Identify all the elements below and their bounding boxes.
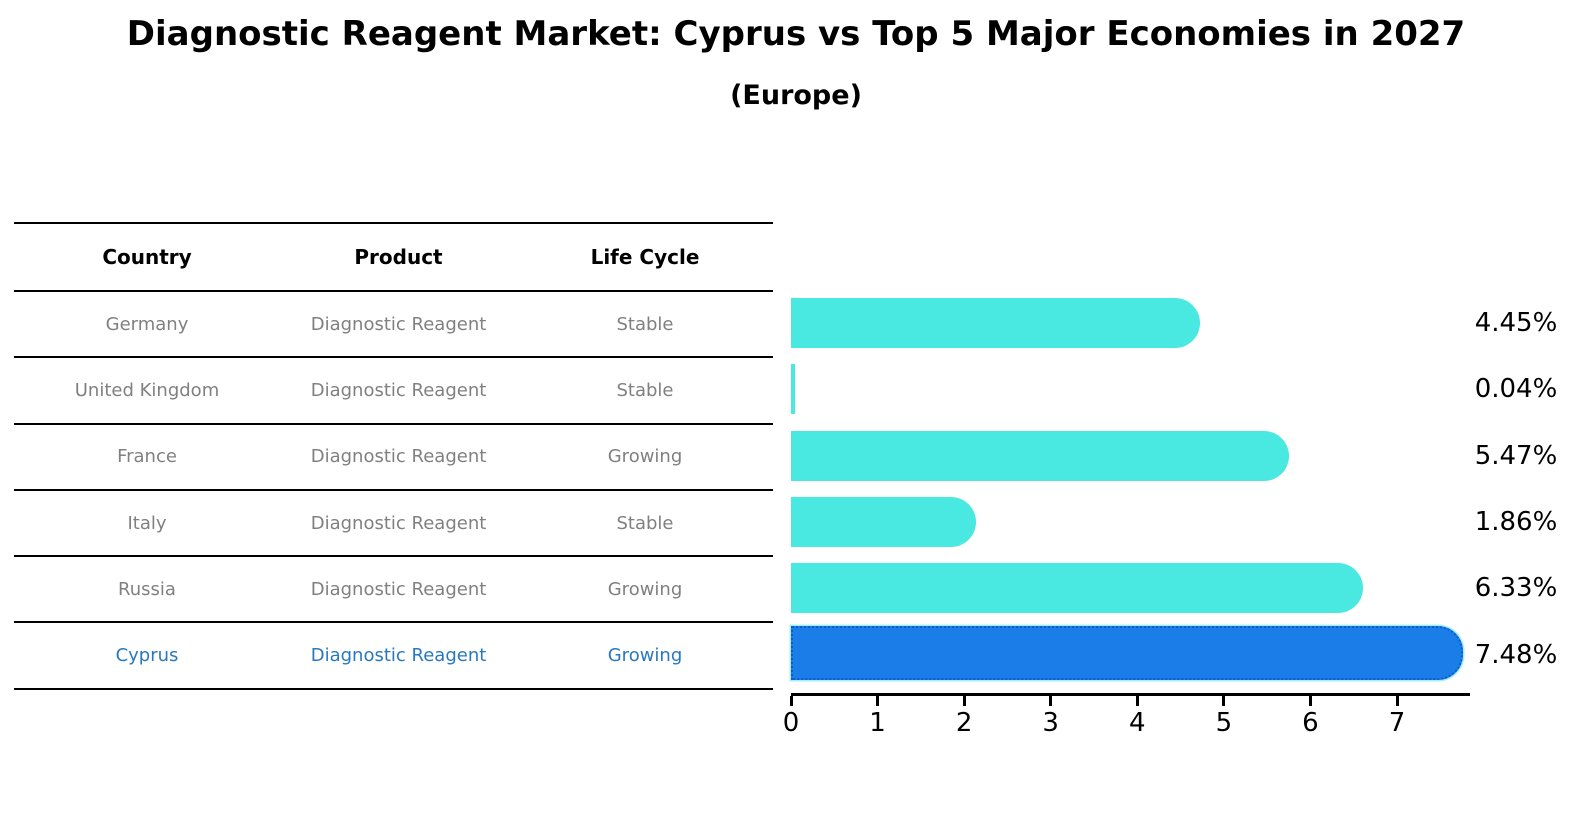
bar <box>791 430 1289 481</box>
cell-lifecycle: Stable <box>616 512 674 534</box>
bar-row <box>791 555 1468 621</box>
tick-label: 3 <box>1042 708 1059 738</box>
column-header-product: Product <box>354 245 443 269</box>
cell-product: Diagnostic Reagent <box>310 313 487 335</box>
table-row: Germany Diagnostic Reagent Stable <box>14 292 773 359</box>
tick <box>1222 696 1226 706</box>
bar-row <box>791 356 1468 422</box>
bar <box>791 496 977 547</box>
x-axis: 0 1 2 3 4 5 6 7 <box>783 696 1470 752</box>
cell-country: Russia <box>118 578 176 600</box>
value-label: 7.48% <box>1474 639 1558 670</box>
x-axis-line <box>791 693 1470 696</box>
bar <box>791 626 1463 681</box>
cell-lifecycle: Growing <box>607 645 683 667</box>
cell-product: Diagnostic Reagent <box>310 645 487 667</box>
table-header-row: Country Product Life Cycle <box>14 224 773 292</box>
cell-country: United Kingdom <box>74 379 220 401</box>
cell-country: Cyprus <box>115 645 179 667</box>
bar <box>791 298 1201 348</box>
value-labels-column: 4.45% 0.04% 5.47% 1.86% 6.33% 7.48% <box>1458 290 1574 688</box>
bar <box>791 364 795 415</box>
value-label: 4.45% <box>1474 308 1558 339</box>
table-row: Cyprus Diagnostic Reagent Growing <box>14 623 773 690</box>
plot-area <box>791 290 1468 694</box>
bar-row <box>791 489 1468 555</box>
cell-product: Diagnostic Reagent <box>310 446 487 468</box>
tick <box>1308 696 1312 706</box>
value-label: 1.86% <box>1474 507 1558 538</box>
value-label: 0.04% <box>1474 374 1558 405</box>
cell-country: Germany <box>105 313 189 335</box>
tick-label: 2 <box>955 708 973 738</box>
table-row: United Kingdom Diagnostic Reagent Stable <box>14 358 773 425</box>
page-subtitle: (Europe) <box>730 80 862 111</box>
page-title: Diagnostic Reagent Market: Cyprus vs Top… <box>126 14 1466 54</box>
cell-country: France <box>117 446 177 468</box>
value-label: 6.33% <box>1474 573 1558 604</box>
cell-product: Diagnostic Reagent <box>310 512 487 534</box>
tick-label: 0 <box>782 708 800 738</box>
cell-product: Diagnostic Reagent <box>310 379 487 401</box>
tick <box>1135 696 1139 706</box>
bar-row <box>791 423 1468 489</box>
tick-label: 1 <box>869 708 886 738</box>
tick <box>1395 696 1399 706</box>
tick <box>876 696 880 706</box>
cell-lifecycle: Stable <box>616 379 674 401</box>
bar-row <box>791 290 1468 356</box>
cell-product: Diagnostic Reagent <box>310 578 487 600</box>
bar-row <box>791 621 1468 687</box>
cell-lifecycle: Growing <box>607 446 683 468</box>
tick <box>1049 696 1053 706</box>
market-table: Country Product Life Cycle Germany Diagn… <box>14 222 773 690</box>
cell-country: Italy <box>127 512 167 534</box>
bar <box>791 563 1363 614</box>
tick <box>789 696 793 706</box>
tick-label: 5 <box>1215 708 1233 738</box>
column-header-country: Country <box>102 245 192 269</box>
table-row: France Diagnostic Reagent Growing <box>14 425 773 491</box>
table-row: Russia Diagnostic Reagent Growing <box>14 557 773 624</box>
cell-lifecycle: Stable <box>616 313 674 335</box>
tick-label: 4 <box>1129 708 1146 738</box>
tick-label: 7 <box>1388 708 1406 738</box>
column-header-lifecycle: Life Cycle <box>590 245 700 269</box>
cell-lifecycle: Growing <box>607 578 683 600</box>
tick-label: 6 <box>1302 708 1319 738</box>
tick <box>962 696 966 706</box>
value-label: 5.47% <box>1474 440 1558 471</box>
table-row: Italy Diagnostic Reagent Stable <box>14 491 773 558</box>
